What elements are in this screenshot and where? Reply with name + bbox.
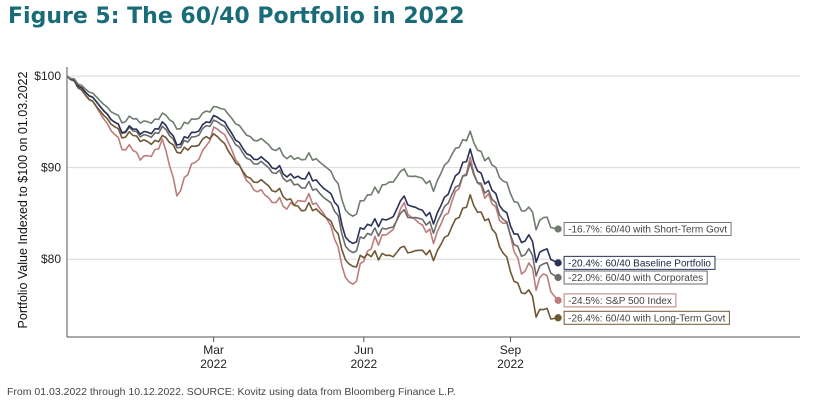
x-tick-label-month: Sep [500, 343, 522, 357]
end-label: -16.7%: 60/40 with Short-Term Govt [563, 222, 732, 236]
series-line [66, 75, 559, 264]
series-end-dot [554, 314, 562, 322]
source-footnote: From 01.03.2022 through 10.12.2022. SOUR… [7, 386, 456, 398]
y-tick-label: $90 [41, 161, 61, 175]
x-tick-label-year: 2022 [200, 357, 227, 371]
end-label-box [563, 310, 730, 325]
end-label-box [563, 222, 732, 236]
end-label: -24.5%: S&P 500 Index [563, 293, 677, 308]
series-line [66, 75, 559, 320]
end-label-text: -24.5%: S&P 500 Index [568, 296, 672, 307]
end-label-box [563, 293, 677, 308]
y-tick-label: $80 [41, 252, 61, 266]
series-lines [66, 75, 562, 322]
chart-title: Figure 5: The 60/40 Portfolio in 2022 [8, 4, 465, 29]
end-label-box [563, 255, 716, 270]
series-end-dot [554, 296, 562, 304]
end-label: -22.0%: 60/40 with Corporates [563, 270, 708, 285]
series-line [66, 75, 559, 279]
series-line [66, 75, 559, 231]
y-axis-label: Portfolio Value Indexed to $100 on 01.03… [16, 71, 30, 328]
y-tick-label: $100 [34, 69, 61, 83]
end-label-box [563, 270, 708, 285]
x-tick-label-year: 2022 [351, 357, 378, 371]
end-label-text: -20.4%: 60/40 Baseline Portfolio [568, 258, 711, 269]
end-labels: -24.5%: S&P 500 Index -26.4%: 60/40 with … [563, 222, 732, 325]
series-end-dot [554, 259, 562, 267]
x-tick-label-year: 2022 [497, 357, 524, 371]
end-label-text: -22.0%: 60/40 with Corporates [568, 273, 703, 284]
end-label-text: -16.7%: 60/40 with Short-Term Govt [568, 225, 727, 236]
x-tick-label-month: Mar [203, 343, 224, 357]
series-end-dot [554, 225, 562, 233]
series-end-dot [554, 273, 562, 282]
end-label: -26.4%: 60/40 with Long-Term Govt [563, 310, 730, 325]
end-label-text: -26.4%: 60/40 with Long-Term Govt [568, 313, 726, 324]
end-label: -20.4%: 60/40 Baseline Portfolio [563, 255, 716, 270]
x-tick-label-month: Jun [354, 343, 373, 357]
